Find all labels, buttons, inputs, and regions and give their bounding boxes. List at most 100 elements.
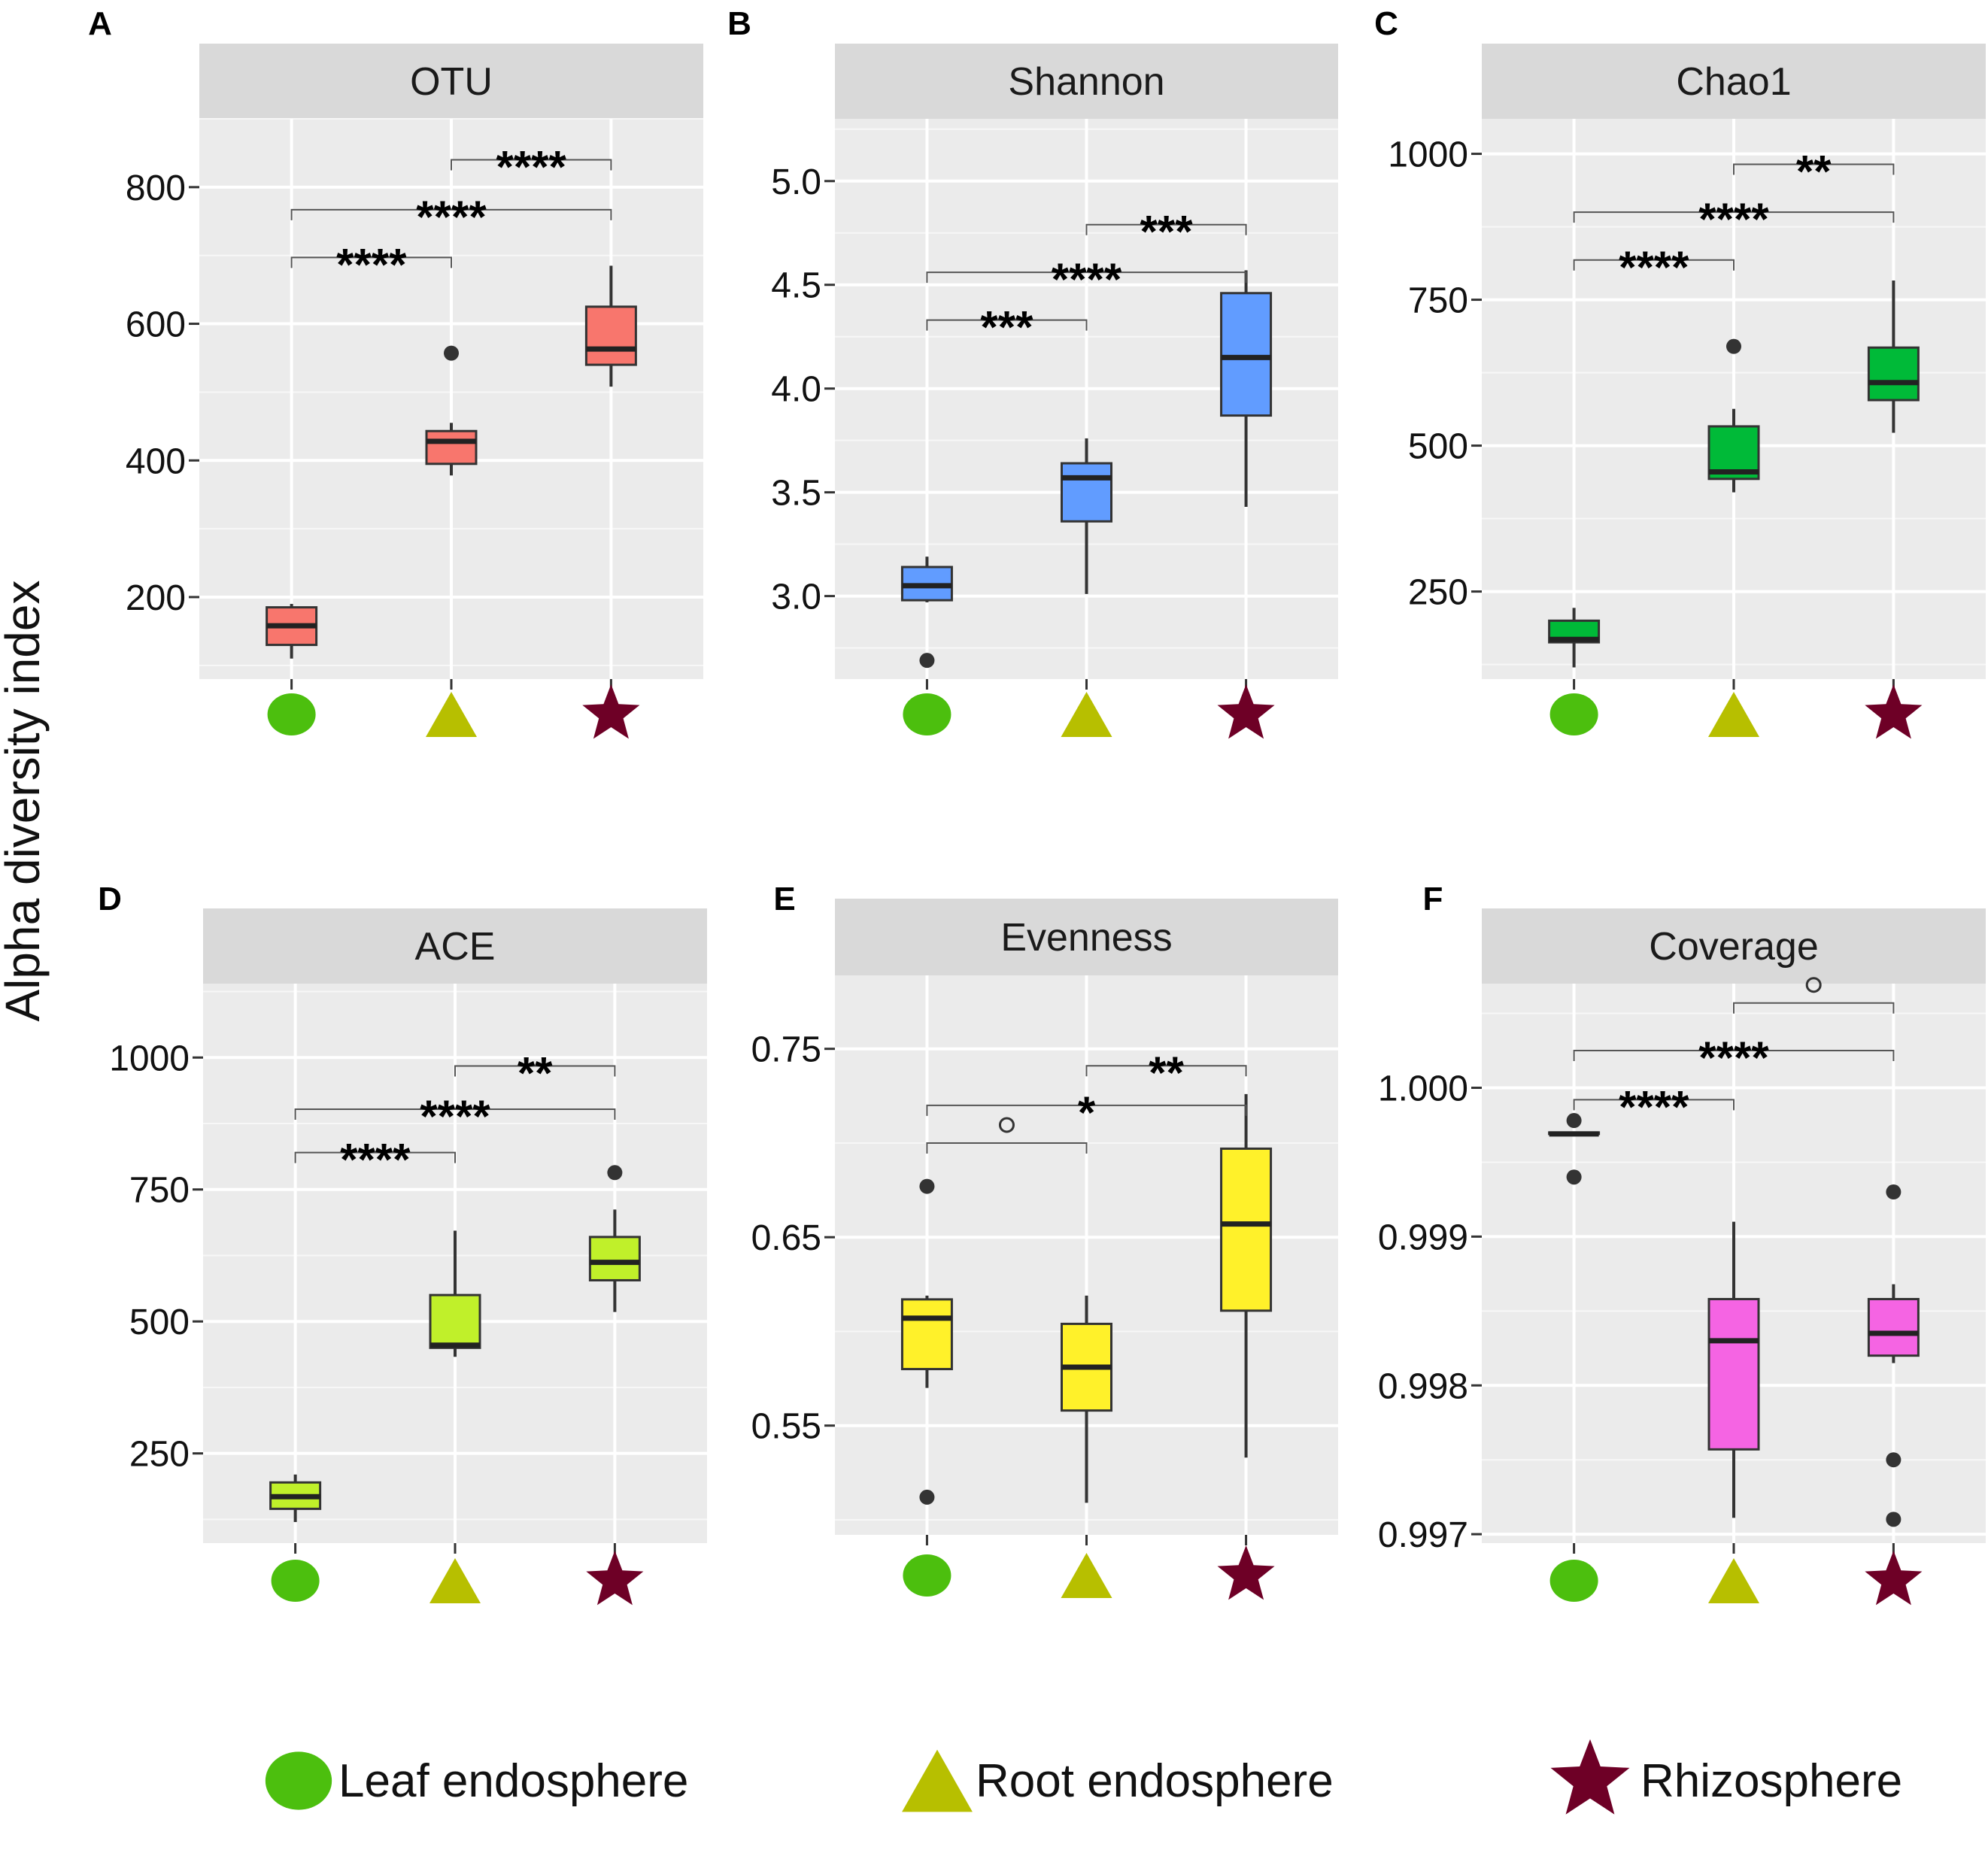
strip-header <box>1482 44 1986 119</box>
panel-letter: E <box>773 881 795 917</box>
bracket-line <box>1573 259 1735 271</box>
box-iqr <box>584 305 637 366</box>
group-marker-leaf <box>903 693 952 735</box>
box-root <box>1707 338 1760 493</box>
bracket-line <box>1733 163 1895 175</box>
panel-letter: D <box>98 881 122 917</box>
y-axis-label: Alpha diversity index <box>0 581 50 1022</box>
bracket-line <box>454 1065 616 1077</box>
significance-bracket: **** <box>294 1091 616 1142</box>
group-marker-leaf <box>1549 1560 1598 1602</box>
significance-label: **** <box>416 192 487 242</box>
group-marker-root <box>1061 692 1112 737</box>
outlier-point <box>1566 1113 1582 1129</box>
bracket-line <box>926 1104 1247 1116</box>
outlier-point <box>607 1165 623 1181</box>
y-tick-label: 600 <box>126 305 186 345</box>
box-rhizo <box>1867 280 1920 433</box>
bracket-line <box>926 271 1247 284</box>
significance-label: ** <box>1149 1048 1184 1098</box>
outlier-point <box>919 1489 935 1505</box>
bracket-line <box>290 256 452 268</box>
bracket-line <box>1733 1002 1895 1014</box>
significance-label: *** <box>980 302 1033 353</box>
strip-header <box>1482 908 1986 984</box>
outlier-point <box>1566 1169 1582 1185</box>
group-marker-root <box>429 1558 481 1603</box>
significance-bracket: **** <box>926 254 1247 305</box>
group-marker-root <box>1061 1553 1112 1598</box>
box-leaf <box>900 556 953 669</box>
box-rhizo <box>1867 1184 1920 1527</box>
group-marker-root <box>426 692 477 737</box>
panel-letter: B <box>727 5 751 42</box>
significance-bracket: **** <box>1573 1033 1895 1083</box>
panel-title: ACE <box>415 925 496 969</box>
panels: OTUA200400600800************ShannonB3.03… <box>88 5 1986 1606</box>
significance-label: **** <box>420 1091 490 1142</box>
significance-bracket: ** <box>1733 147 1895 197</box>
box-root <box>1061 1295 1112 1503</box>
box-iqr <box>1867 1297 1920 1357</box>
y-tick-label: 0.55 <box>751 1407 821 1447</box>
outlier-point <box>919 653 935 669</box>
box-root <box>429 1230 481 1357</box>
legend-item-leaf: Leaf endosphere <box>265 1751 688 1810</box>
y-tick-label: 500 <box>129 1302 190 1342</box>
legend-marker-root <box>902 1749 973 1812</box>
box-iqr <box>900 1298 953 1371</box>
panel-title: Evenness <box>1000 916 1172 960</box>
significance-bracket: **** <box>290 239 452 290</box>
panel-title: Chao1 <box>1676 60 1791 104</box>
significance-bracket: **** <box>1573 194 1895 244</box>
bracket-line <box>1085 1065 1247 1077</box>
ns-marker <box>998 1117 1015 1133</box>
significance-bracket: **** <box>1573 1081 1735 1132</box>
box-rhizo <box>1220 270 1273 507</box>
significance-label: **** <box>1698 194 1769 244</box>
strip-header <box>199 44 703 119</box>
significance-label: **** <box>1052 254 1122 305</box>
significance-bracket: *** <box>1085 207 1247 257</box>
box-root <box>1707 1221 1760 1518</box>
y-tick-label: 3.0 <box>771 578 821 617</box>
legend-item-rhizo: Rhizosphere <box>1550 1739 1902 1815</box>
outlier-point <box>919 1178 935 1194</box>
group-marker-leaf <box>1549 693 1598 735</box>
significance-label: * <box>1078 1087 1096 1138</box>
bracket-line <box>290 208 612 220</box>
group-marker-root <box>1708 692 1759 737</box>
group-marker-leaf <box>271 1560 320 1602</box>
panel-letter: C <box>1374 5 1398 42</box>
y-tick-label: 0.75 <box>751 1030 821 1070</box>
y-tick-label: 1000 <box>109 1039 190 1078</box>
group-marker-root <box>1708 1558 1759 1603</box>
box-rhizo <box>1220 1093 1273 1458</box>
y-tick-label: 3.5 <box>771 474 821 514</box>
significance-label: *** <box>1140 207 1194 257</box>
significance-label: **** <box>336 239 407 290</box>
significance-bracket: **** <box>451 142 612 193</box>
strip-header <box>203 908 707 984</box>
box-leaf <box>1548 608 1601 668</box>
box-leaf <box>900 1178 953 1505</box>
y-tick-label: 0.65 <box>751 1218 821 1258</box>
group-marker-rhizo <box>582 684 640 739</box>
y-tick-label: 0.998 <box>1378 1366 1468 1406</box>
outlier-point <box>1886 1512 1901 1527</box>
legend-label-rhizo: Rhizosphere <box>1640 1755 1902 1807</box>
group-marker-rhizo <box>1865 1551 1923 1606</box>
significance-label: ** <box>1796 147 1832 197</box>
significance-bracket: ** <box>1085 1048 1247 1098</box>
box-iqr <box>1707 1297 1760 1451</box>
box-iqr <box>1867 346 1920 402</box>
outlier-point <box>1726 338 1741 354</box>
outlier-point <box>1886 1452 1901 1468</box>
box-iqr <box>1061 462 1112 523</box>
box-root <box>425 345 478 476</box>
legend-label-root: Root endosphere <box>976 1755 1334 1807</box>
